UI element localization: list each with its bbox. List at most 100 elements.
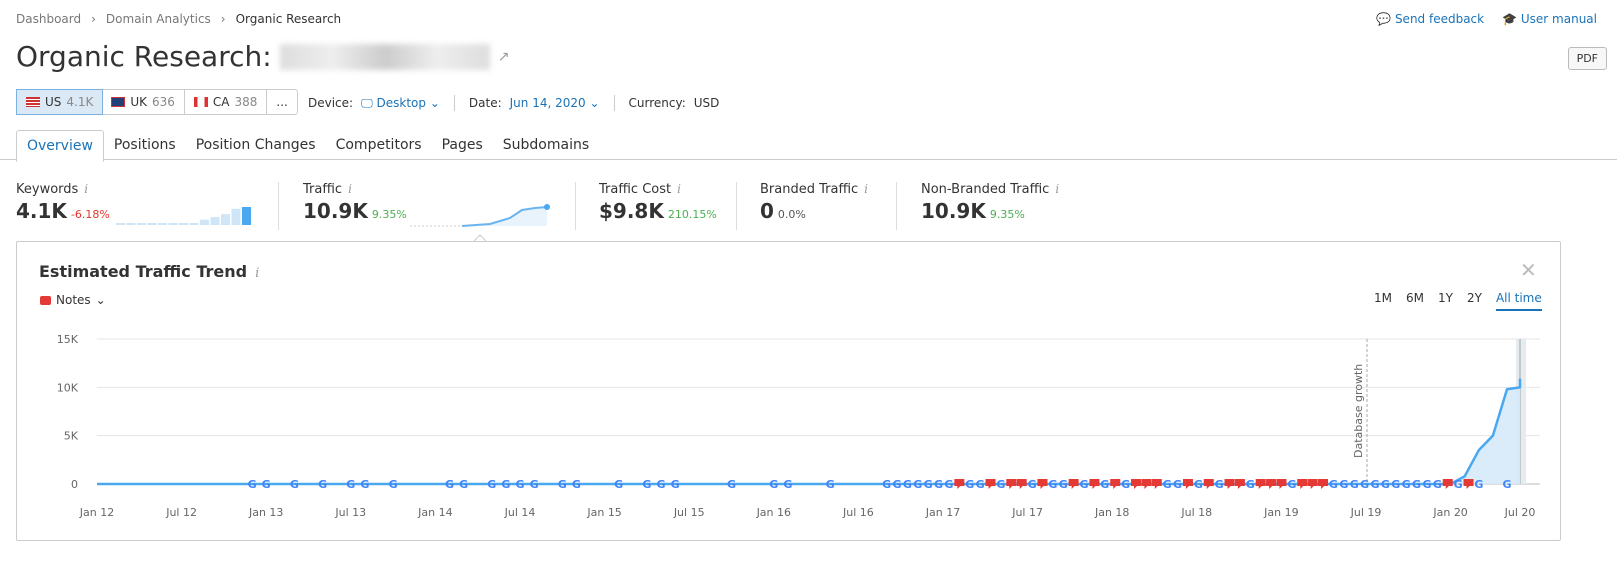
chart-title-text: Estimated Traffic Trend: [39, 262, 248, 281]
tab-subdomains[interactable]: Subdomains: [502, 137, 590, 153]
x-tick-label: Jul 13: [334, 506, 366, 519]
metric-keywords[interactable]: Keywords i 4.1K -6.18%: [16, 182, 110, 223]
google-update-icon: G: [1412, 478, 1421, 491]
metric-change: 9.35%: [989, 208, 1025, 221]
external-link-icon[interactable]: ↗: [497, 48, 510, 65]
tab-overview[interactable]: Overview: [16, 130, 104, 162]
currency-label: Currency:: [628, 96, 686, 110]
metric-traffic[interactable]: Traffic i 10.9K 9.35%: [303, 182, 407, 223]
traffic-sparkline: [410, 204, 550, 242]
google-update-icon: G: [1080, 478, 1089, 491]
google-update-icon: G: [882, 478, 891, 491]
x-tick-label: Jan 16: [756, 506, 791, 519]
range-1m[interactable]: 1M: [1374, 291, 1392, 305]
metric-branded-traffic[interactable]: Branded Traffic i 0 0.0%: [760, 182, 868, 223]
info-icon[interactable]: i: [348, 182, 352, 196]
google-update-icon: G: [1028, 478, 1037, 491]
keyword-bar: [189, 223, 199, 225]
google-update-icon: G: [1502, 478, 1511, 491]
google-update-icon: G: [1287, 478, 1296, 491]
device-value: Desktop: [376, 95, 427, 110]
tabs: Overview Positions Position Changes Comp…: [16, 130, 599, 162]
metric-value: 10.9K: [921, 199, 986, 223]
keyword-bar: [231, 208, 241, 225]
x-tick-label: Jul 16: [842, 506, 874, 519]
info-icon[interactable]: i: [677, 182, 681, 196]
crumb-dashboard[interactable]: Dashboard: [16, 12, 82, 26]
x-tick-label: Jul 14: [504, 506, 536, 519]
info-icon[interactable]: i: [255, 266, 260, 281]
current-period-band: [1516, 339, 1526, 484]
google-update-icon: G: [1059, 478, 1068, 491]
note-marker-icon: [1131, 479, 1142, 489]
google-update-icon: G: [1350, 478, 1359, 491]
chevron-down-icon: ⌄: [589, 96, 600, 110]
db-ca[interactable]: CA 388: [185, 90, 268, 114]
google-update-icon: G: [530, 478, 539, 491]
device-dropdown[interactable]: 🖵 Desktop ⌄: [361, 96, 440, 111]
y-tick-label: 5K: [64, 430, 79, 443]
keyword-bar: [179, 223, 188, 225]
keyword-bar: [168, 223, 178, 225]
db-code: US: [45, 95, 62, 109]
chevron-down-icon: ⌄: [429, 95, 440, 110]
date-dropdown[interactable]: Jun 14, 2020 ⌄: [510, 96, 600, 110]
send-feedback-link[interactable]: 💬 Send feedback: [1376, 12, 1484, 26]
google-update-icon: G: [1048, 478, 1057, 491]
info-icon[interactable]: i: [1055, 182, 1060, 196]
traffic-area: [97, 378, 1520, 484]
pdf-button[interactable]: PDF: [1567, 47, 1607, 70]
range-6m[interactable]: 6M: [1406, 291, 1424, 305]
keyword-bar: [200, 219, 209, 225]
info-icon[interactable]: i: [864, 182, 869, 196]
close-icon[interactable]: ✕: [1520, 258, 1537, 282]
google-update-icon: G: [487, 478, 496, 491]
note-marker-icon: [1016, 479, 1027, 489]
google-update-icon: G: [1454, 478, 1463, 491]
tab-positions[interactable]: Positions: [113, 137, 176, 153]
chart-title: Estimated Traffic Trend i: [39, 262, 259, 281]
google-update-icon: G: [892, 478, 901, 491]
google-update-icon: G: [1370, 478, 1379, 491]
google-update-icon: G: [360, 478, 369, 491]
metric-change: -6.18%: [70, 208, 110, 221]
tab-position-changes[interactable]: Position Changes: [195, 137, 316, 153]
google-update-icon: G: [656, 478, 665, 491]
tab-pages[interactable]: Pages: [441, 137, 483, 153]
tab-competitors[interactable]: Competitors: [335, 137, 422, 153]
ca-flag-icon: [193, 97, 208, 107]
google-update-icon: G: [1215, 478, 1224, 491]
range-all-time[interactable]: All time: [1495, 291, 1542, 311]
google-update-icon: G: [642, 478, 651, 491]
x-tick-label: Jan 14: [417, 506, 452, 519]
more-databases-button[interactable]: ...: [276, 95, 288, 109]
y-tick-label: 0: [71, 478, 78, 491]
user-manual-link[interactable]: 🎓 User manual: [1502, 12, 1597, 26]
note-marker-icon: [985, 479, 996, 489]
db-us[interactable]: US 4.1K: [16, 89, 104, 115]
traffic-line: [97, 378, 1522, 486]
x-tick-label: Jul 18: [1180, 506, 1212, 519]
uk-flag-icon: [111, 97, 126, 107]
google-update-icon: G: [1391, 478, 1400, 491]
google-update-icon: G: [318, 478, 327, 491]
range-1y[interactable]: 1Y: [1438, 291, 1453, 305]
google-update-icon: G: [572, 478, 581, 491]
annotation-label: Database growth: [1352, 364, 1365, 458]
notes-dropdown[interactable]: Notes ⌄: [40, 293, 106, 307]
metric-non-branded-traffic[interactable]: Non-Branded Traffic i 10.9K 9.35%: [921, 182, 1059, 223]
google-update-icon: G: [1121, 478, 1130, 491]
metric-traffic-cost[interactable]: Traffic Cost i $9.8K 210.15%: [599, 182, 717, 223]
crumb-domain-analytics[interactable]: Domain Analytics: [105, 12, 211, 26]
note-marker-icon: [1006, 479, 1017, 489]
google-update-icon: G: [1402, 478, 1411, 491]
range-selector: 1M 6M 1Y 2Y All time: [1374, 291, 1542, 311]
x-tick-label: Jul 12: [165, 506, 197, 519]
x-tick-label: Jan 15: [586, 506, 621, 519]
google-update-icon: G: [290, 478, 299, 491]
google-update-icon: G: [996, 478, 1005, 491]
db-uk[interactable]: UK 636: [102, 90, 185, 114]
google-update-icon: G: [501, 478, 510, 491]
range-2y[interactable]: 2Y: [1466, 291, 1482, 305]
info-icon[interactable]: i: [84, 182, 89, 196]
